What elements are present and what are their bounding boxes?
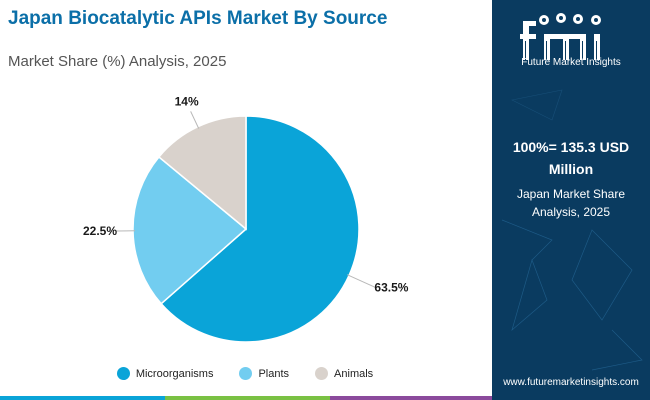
bottom-bar-segment: [165, 396, 330, 400]
bottom-bar-segment: [330, 396, 492, 400]
fmi-logo: [520, 13, 601, 60]
legend-item-microorganisms: Microorganisms: [116, 367, 214, 380]
chart-legend: Microorganisms Plants Animals: [0, 367, 490, 380]
data-label-animals: 14%: [175, 94, 199, 108]
legend-label: Animals: [334, 367, 374, 380]
legend-swatch: [315, 367, 329, 380]
website-link[interactable]: www.futuremarketinsights.com: [503, 377, 639, 388]
chart-subtitle: Market Share (%) Analysis, 2025: [8, 53, 227, 70]
leader-line: [190, 111, 200, 129]
bottom-bar-segment: [492, 396, 650, 400]
pie-chart: 63.5% 22.5% 14%: [83, 94, 409, 343]
chart-title: Japan Biocatalytic APIs Market By Source: [8, 8, 388, 29]
leader-line: [346, 274, 376, 288]
data-label-microorganisms: 63.5%: [374, 280, 408, 294]
logo-icons: [539, 13, 601, 25]
data-label-plants: 22.5%: [83, 224, 117, 238]
bottom-color-bar: [0, 396, 650, 400]
legend-item-plants: Plants: [239, 367, 289, 380]
logo-text: Future Market Insights: [521, 57, 621, 68]
panel-decoration: [501, 89, 643, 371]
legend-swatch: [116, 367, 130, 380]
market-share-description: Japan Market Share Analysis, 2025: [516, 187, 626, 219]
side-panel: Future Market Insights 100%= 135.3 USD M…: [492, 0, 650, 400]
total-market-value: 100%= 135.3 USD Million: [512, 139, 630, 177]
legend-item-animals: Animals: [315, 367, 373, 380]
legend-label: Microorganisms: [135, 367, 214, 380]
legend-label: Plants: [258, 367, 290, 380]
legend-swatch: [239, 367, 253, 380]
bottom-bar-segment: [0, 396, 165, 400]
